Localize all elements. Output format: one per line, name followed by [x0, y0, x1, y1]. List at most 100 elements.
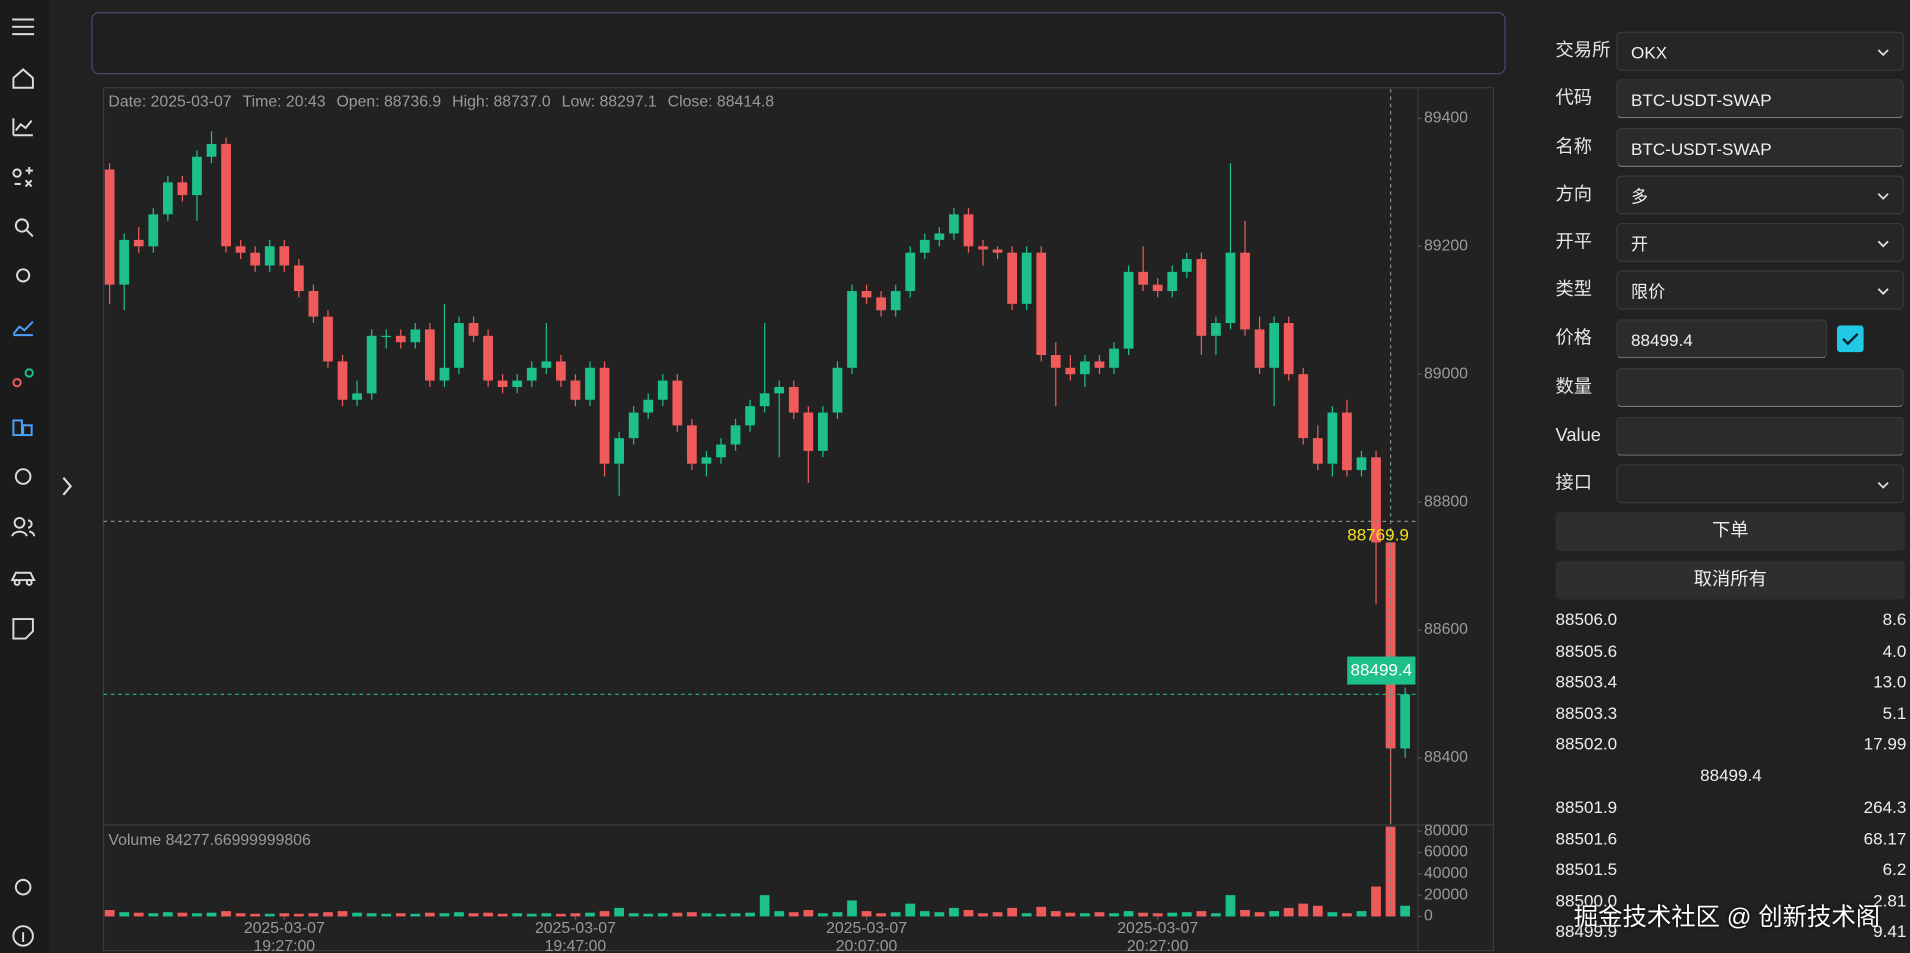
- candle-body: [1312, 438, 1323, 464]
- expand-left[interactable]: [62, 477, 73, 496]
- checkbox[interactable]: [1836, 325, 1864, 353]
- menu-icon[interactable]: [12, 18, 35, 36]
- select[interactable]: 限价: [1616, 270, 1904, 310]
- home-icon[interactable]: [12, 68, 34, 89]
- field-value: 多: [1631, 186, 1649, 206]
- volume-bar: [978, 913, 988, 917]
- volume-bar: [570, 913, 581, 917]
- candle-body: [1356, 457, 1367, 471]
- button[interactable]: 取消所有: [1555, 560, 1906, 600]
- volume-bar: [192, 913, 202, 917]
- volume-bar: [1269, 911, 1280, 917]
- candle-body: [672, 380, 683, 426]
- book-size: 4.0: [1882, 640, 1907, 661]
- volume-bar: [337, 911, 348, 917]
- volume-bar: [1196, 911, 1207, 917]
- volume-bar: [497, 913, 508, 917]
- input[interactable]: 88499.4: [1616, 319, 1828, 359]
- chart: Date: 2025-03-07 Time: 20:43 Open: 88736.9…: [62, 87, 1495, 953]
- volume-bar: [716, 913, 726, 917]
- volume-bar: [614, 907, 624, 917]
- building-icon[interactable]: [12, 419, 23, 437]
- input[interactable]: [1616, 416, 1904, 456]
- input[interactable]: BTC-USDT-SWAP: [1616, 79, 1904, 119]
- candle-body: [352, 393, 362, 400]
- gear-icon[interactable]: [16, 268, 31, 283]
- users-icon[interactable]: [13, 516, 26, 529]
- input[interactable]: [1616, 368, 1904, 408]
- volume-tick-label: 0: [1424, 908, 1433, 925]
- info-item: High: 88737.0: [452, 94, 551, 111]
- trade-icon[interactable]: [12, 378, 22, 388]
- field-label: 开平: [1555, 231, 1593, 253]
- candle-body: [570, 380, 581, 400]
- tools-icon[interactable]: [12, 168, 22, 178]
- volume-bar: [206, 912, 217, 917]
- volume-bar: [585, 912, 595, 917]
- volume-bar: [424, 912, 435, 917]
- volume-bar: [177, 912, 188, 917]
- candle-body: [934, 233, 945, 240]
- market-icon[interactable]: [12, 321, 34, 337]
- note-icon[interactable]: [12, 618, 34, 640]
- candle-body: [788, 386, 799, 413]
- select[interactable]: [1616, 464, 1904, 504]
- dropdown-arrow: [1877, 240, 1889, 248]
- candle-body: [512, 380, 523, 387]
- car-icon[interactable]: [10, 571, 36, 582]
- candle-body: [1400, 694, 1411, 749]
- volume-bar: [323, 912, 333, 917]
- volume-bar: [1400, 905, 1411, 917]
- select[interactable]: OKX: [1616, 31, 1904, 71]
- candle-body: [366, 335, 377, 394]
- info-icon[interactable]: [12, 925, 34, 947]
- select[interactable]: 开: [1616, 223, 1904, 263]
- button[interactable]: 下单: [1555, 511, 1906, 551]
- book-price: 88499.9: [1555, 921, 1618, 942]
- candle-body: [1007, 252, 1018, 304]
- x-tick-time: 19:47:00: [545, 938, 607, 953]
- volume-info: Volume 84277.66999999806: [108, 832, 311, 849]
- bot-icon[interactable]: [14, 468, 32, 485]
- volume-bar: [279, 913, 290, 917]
- book-size: 13.0: [1873, 671, 1907, 692]
- volume-bar: [672, 912, 683, 917]
- candle-body: [162, 182, 173, 215]
- candle-body: [1065, 367, 1076, 375]
- book-price: 88502.0: [1555, 734, 1618, 754]
- candle-body: [716, 444, 726, 458]
- volume-bar: [759, 895, 770, 917]
- ohlc-info: Date: 2025-03-07 Time: 20:43 Open: 88736.9…: [108, 94, 774, 111]
- volume-bar: [1225, 895, 1236, 917]
- volume-bar: [526, 913, 537, 917]
- candle-body: [963, 214, 974, 247]
- x-tick-time: 20:27:00: [1127, 938, 1189, 953]
- search-icon[interactable]: [14, 218, 29, 233]
- volume-bar: [1065, 912, 1076, 917]
- volume-bar: [643, 913, 654, 917]
- volume-bar: [599, 911, 610, 917]
- volume-bar: [1181, 912, 1192, 917]
- volume-bar: [483, 912, 493, 917]
- candle-body: [1181, 259, 1192, 272]
- candle-body: [730, 425, 741, 445]
- volume-bar: [395, 913, 406, 917]
- volume-bar: [221, 911, 231, 917]
- x-tick-date: 2025-03-07: [1117, 920, 1198, 937]
- candle-body: [1080, 361, 1090, 375]
- chart-icon[interactable]: [12, 118, 33, 137]
- book-size: 9.41: [1873, 921, 1907, 942]
- volume-bar: [1007, 907, 1018, 917]
- book-size: 2.81: [1873, 890, 1907, 911]
- select[interactable]: 多: [1616, 175, 1904, 215]
- candle-body: [978, 246, 988, 250]
- book-size: 264.3: [1863, 797, 1907, 817]
- top-input[interactable]: [91, 12, 1506, 75]
- settings-icon[interactable]: [14, 878, 32, 896]
- input[interactable]: BTC-USDT-SWAP: [1616, 127, 1904, 167]
- candle-body: [104, 169, 115, 285]
- x-tick-date: 2025-03-07: [244, 920, 325, 937]
- volume-bar: [439, 913, 450, 917]
- volume-bar: [1123, 911, 1134, 917]
